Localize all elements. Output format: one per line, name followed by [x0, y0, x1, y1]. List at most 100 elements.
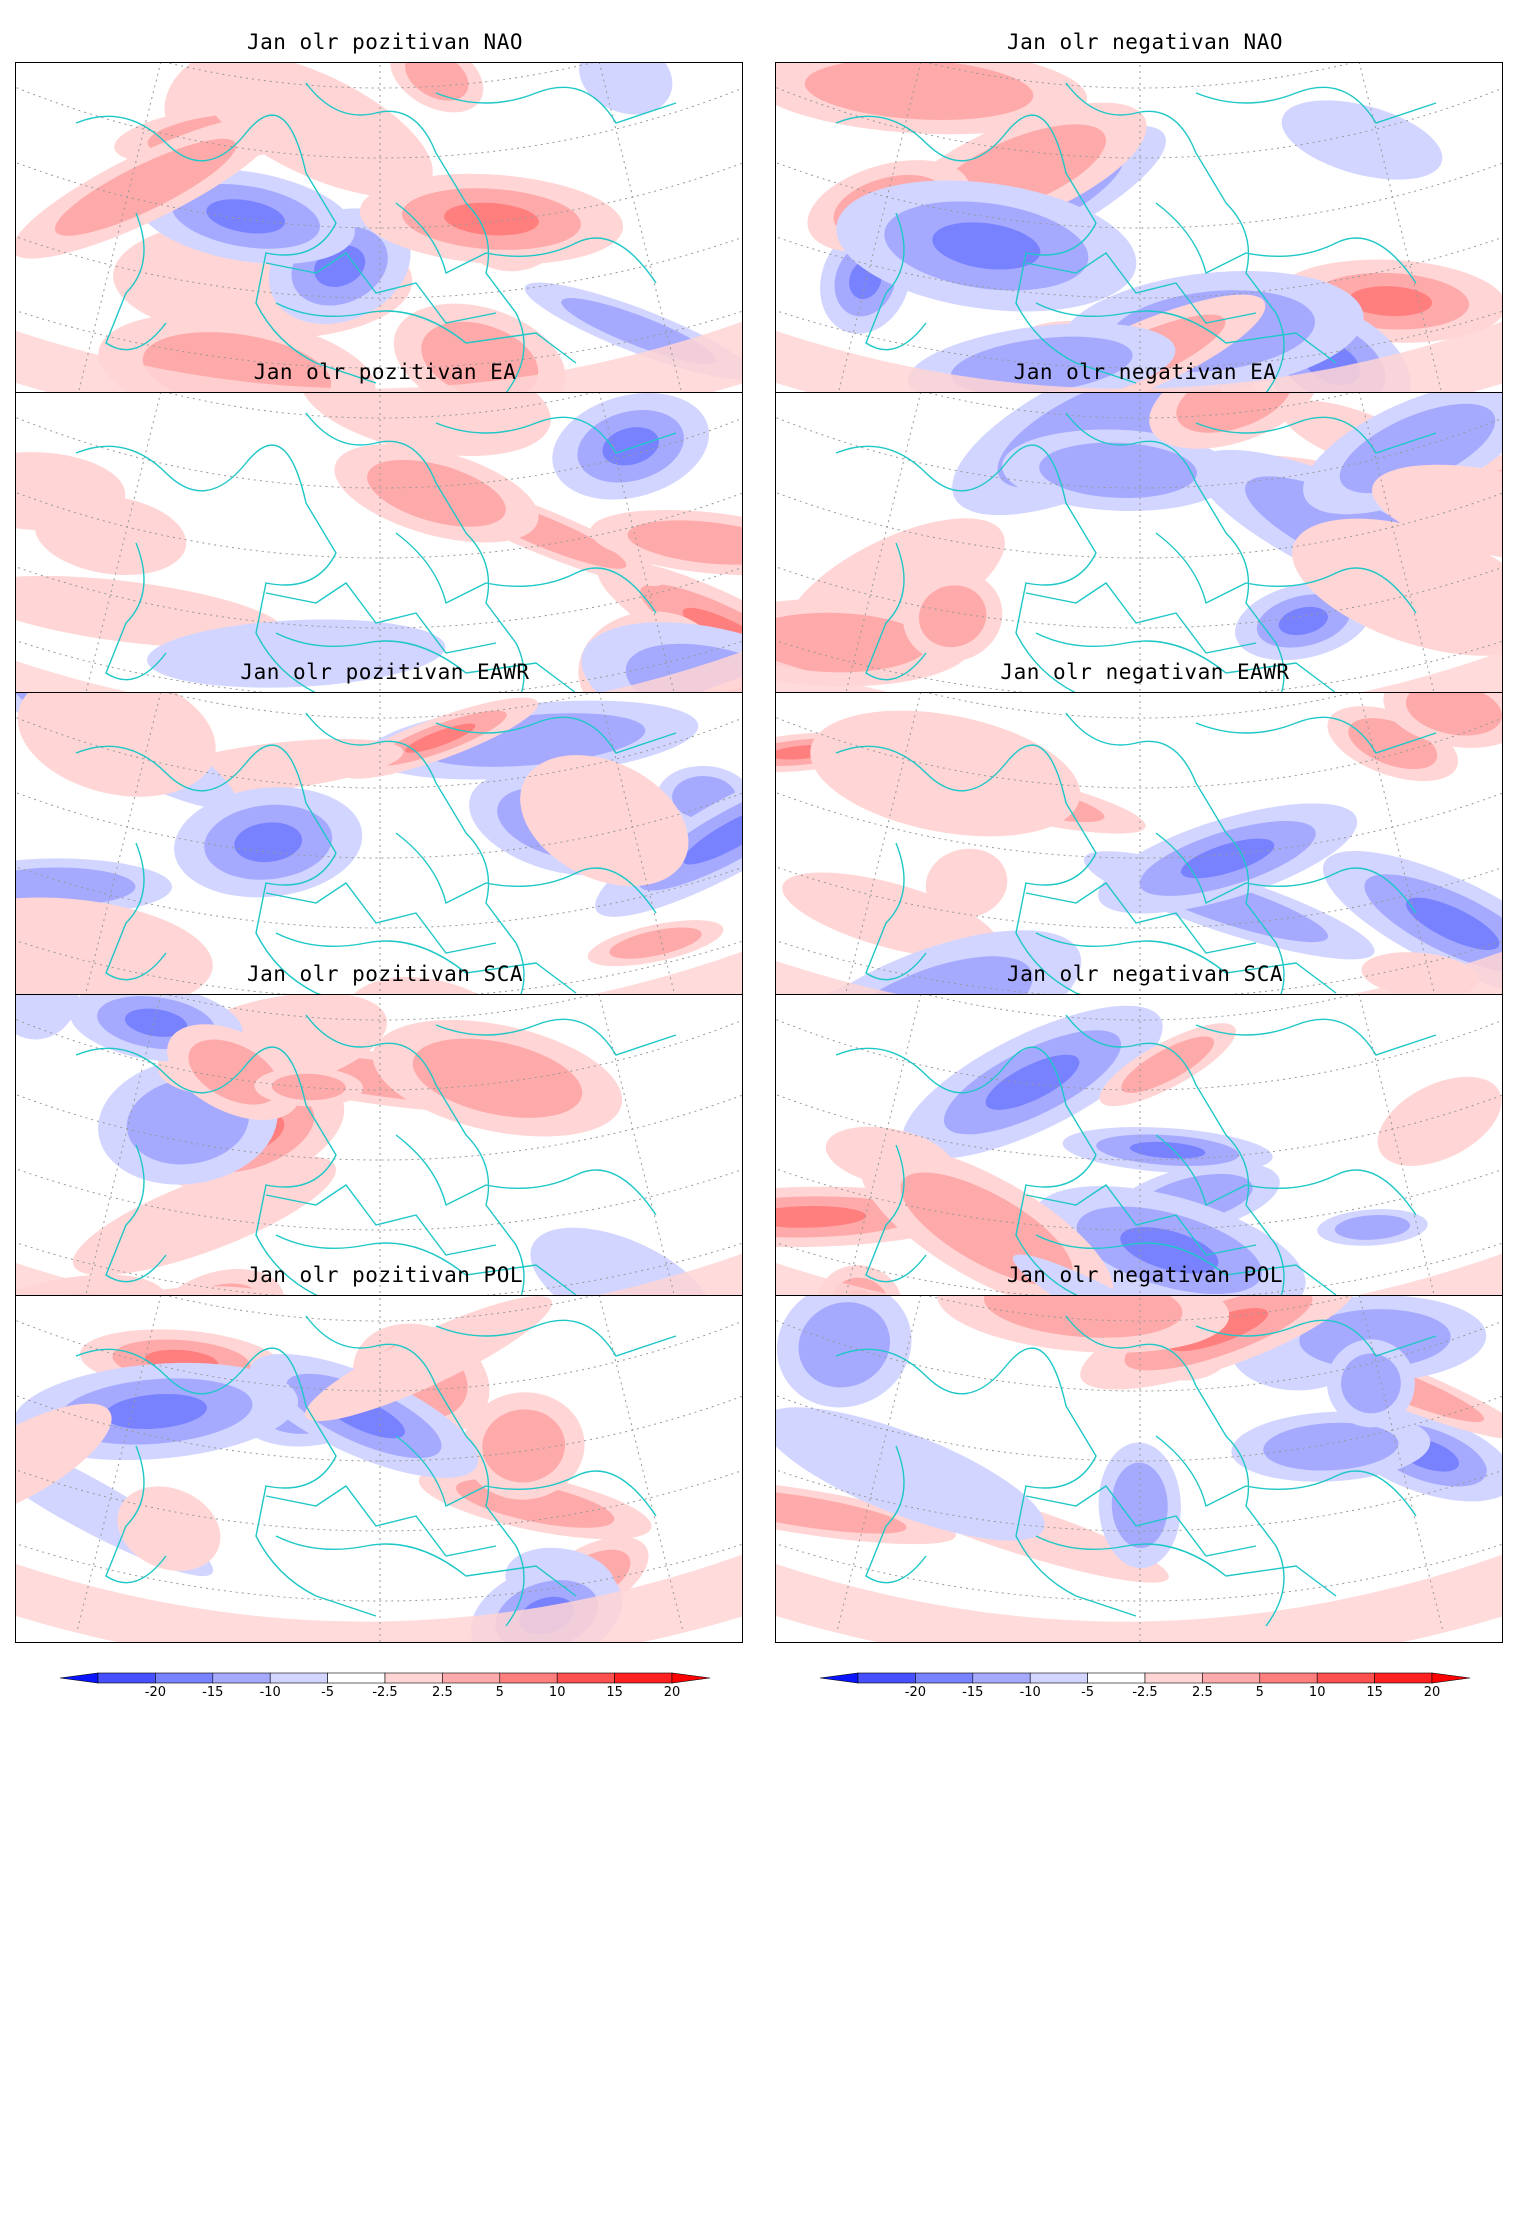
colorbar-segment — [972, 1672, 1031, 1684]
positive-anomaly-area — [925, 848, 1008, 919]
map-frame — [775, 392, 1503, 740]
negative-anomaly-area — [1039, 442, 1197, 498]
coastlines — [835, 412, 1437, 724]
coastlines — [835, 1014, 1437, 1326]
anomaly-map — [16, 1296, 742, 1642]
coastlines — [75, 1315, 677, 1627]
coastlines — [835, 82, 1437, 394]
colorbar-segment — [499, 1672, 558, 1684]
colorbar-min-arrow — [59, 1672, 99, 1684]
negative-anomaly-area — [1339, 403, 1496, 494]
tropical-anomaly-band — [776, 321, 1502, 409]
panel-title: Jan olr pozitivan EA — [253, 360, 517, 384]
colorbar-tick-label: 20 — [664, 1685, 681, 1700]
negative-anomaly-area — [1278, 606, 1328, 636]
colorbar-tick-label: -20 — [905, 1685, 926, 1700]
colorbar-segment — [269, 1672, 328, 1684]
colorbar-segment — [442, 1672, 501, 1684]
negative-anomaly-area — [683, 805, 742, 865]
map-frame — [775, 994, 1503, 1342]
colorbar-segment — [97, 1672, 156, 1684]
negative-anomaly-area — [147, 619, 446, 688]
anomaly-map — [16, 393, 742, 739]
negative-anomaly-area — [104, 1393, 207, 1430]
negative-anomaly-area — [1405, 897, 1500, 950]
positive-anomaly-area — [412, 1038, 583, 1118]
panel-title: Jan olr negativan POL — [1006, 1263, 1283, 1287]
tropical-anomaly-band — [16, 321, 742, 409]
anomaly-map — [776, 1296, 1502, 1642]
coastlines — [75, 1014, 677, 1326]
negative-anomaly-area — [234, 822, 303, 863]
positive-anomaly-area — [983, 1296, 1183, 1338]
positive-anomaly-area — [117, 1486, 221, 1571]
positive-anomaly-area — [367, 459, 506, 527]
map-frame — [775, 692, 1503, 1040]
colorbar-segment — [1259, 1672, 1318, 1684]
coastlines — [75, 412, 677, 724]
negative-anomaly-area — [124, 1008, 188, 1037]
colorbar-tick-label: 10 — [549, 1685, 566, 1700]
map-panel: Jan olr negativan POL -20 -15 -10 -5 -2.5 2.5 5… — [775, 1263, 1515, 1700]
colorbar-segment — [155, 1672, 214, 1684]
colorbar-tick-label: 10 — [1309, 1685, 1326, 1700]
positive-anomaly-area — [16, 452, 126, 531]
anomaly-map — [16, 63, 742, 409]
positive-anomaly-area — [776, 612, 928, 673]
negative-anomaly-area — [1129, 1141, 1206, 1159]
negative-anomaly-area — [602, 427, 659, 466]
positive-anomaly-area — [918, 585, 987, 648]
map-panel: Jan olr negativan EAWR-20-15-10-5-2.52.5… — [775, 660, 1515, 1097]
colorbar-tick-label: 5 — [1256, 1685, 1264, 1700]
graticule — [16, 63, 742, 409]
map-frame — [15, 62, 743, 410]
colorbar-max-arrow — [671, 1672, 711, 1684]
tropical-anomaly-band — [776, 1554, 1502, 1642]
colorbar-segment — [1202, 1672, 1261, 1684]
positive-anomaly-area — [804, 63, 1034, 120]
negative-anomaly-area — [1341, 1353, 1401, 1414]
positive-anomaly-area — [16, 575, 284, 648]
colorbar-segment — [327, 1672, 386, 1684]
colorbar-min-arrow — [819, 1672, 859, 1684]
positive-anomaly-area — [1405, 693, 1502, 736]
negative-anomaly-area — [985, 1054, 1080, 1110]
colorbar-segment — [1374, 1672, 1433, 1684]
colorbar-tick-label: -5 — [1081, 1685, 1094, 1700]
map-panel: Jan olr negativan SCA-20-15-10-5-2.52.55… — [775, 962, 1515, 1399]
anomaly-map — [776, 693, 1502, 1039]
negative-anomaly-area — [1120, 1227, 1219, 1274]
colorbar-tick-label: -15 — [202, 1685, 223, 1700]
negative-anomaly-area — [1181, 838, 1275, 879]
map-frame — [775, 62, 1503, 410]
colorbar-segment — [212, 1672, 271, 1684]
anomaly-map — [16, 693, 742, 1039]
positive-anomaly-area — [54, 138, 237, 236]
positive-anomaly-area — [776, 1488, 907, 1534]
colorbar-segment — [1316, 1672, 1375, 1684]
negative-anomaly-area — [1281, 100, 1443, 180]
colorbar: -20 -15 -10 -5 -2.5 2.5 5 10 15 20 — [59, 1671, 711, 1707]
graticule — [16, 1296, 742, 1642]
colorbar-tick-label: -2.5 — [372, 1685, 397, 1700]
map-frame — [775, 1295, 1503, 1643]
positive-anomaly-area — [1377, 1076, 1502, 1166]
colorbar-tick-label: 5 — [496, 1685, 504, 1700]
colorbar-segment — [1029, 1672, 1088, 1684]
positive-anomaly-area — [300, 393, 551, 457]
positive-anomaly-area — [196, 63, 433, 197]
negative-anomaly-area — [1299, 1309, 1451, 1369]
coastlines — [835, 1315, 1437, 1627]
map-panel: Jan olr pozitivan POL -20 -15 -10 -5 -2.5 2.5 5… — [15, 1263, 755, 1700]
panel-title: Jan olr negativan EA — [1013, 360, 1277, 384]
negative-anomaly-area — [16, 867, 136, 906]
map-frame — [15, 1295, 743, 1643]
panel-title: Jan olr pozitivan SCA — [246, 962, 523, 986]
negative-anomaly-area — [950, 336, 1133, 395]
colorbar-tick-label: 2.5 — [1192, 1685, 1213, 1700]
anomaly-map — [776, 63, 1502, 409]
map-panel: Jan olr negativan EA-20-15-10-5-2.52.551… — [775, 360, 1515, 797]
coastlines — [75, 82, 677, 394]
anomaly-map — [776, 393, 1502, 739]
positive-anomaly-area — [609, 927, 702, 959]
